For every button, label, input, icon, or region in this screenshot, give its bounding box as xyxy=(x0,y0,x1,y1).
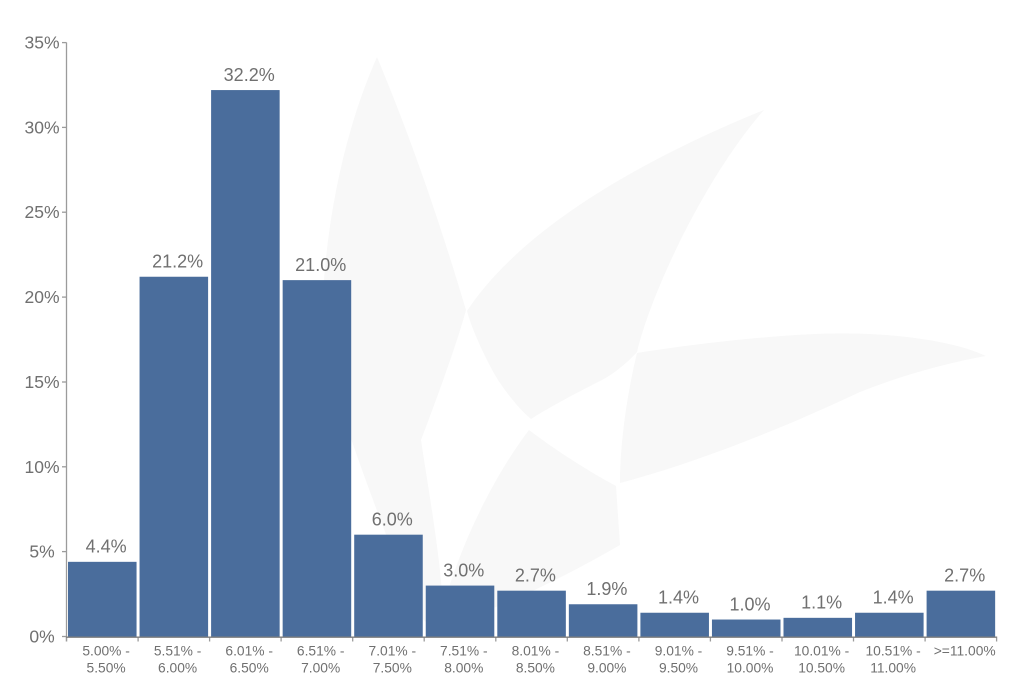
svg-text:1.0%: 1.0% xyxy=(729,594,770,614)
svg-text:8.50%: 8.50% xyxy=(516,661,555,676)
svg-text:21.0%: 21.0% xyxy=(295,255,346,275)
svg-text:9.51% -: 9.51% - xyxy=(726,644,774,659)
svg-text:5%: 5% xyxy=(29,542,54,562)
svg-text:3.0%: 3.0% xyxy=(443,560,484,580)
svg-text:10.50%: 10.50% xyxy=(798,661,845,676)
svg-text:5.51% -: 5.51% - xyxy=(154,644,202,659)
svg-text:8.01% -: 8.01% - xyxy=(512,644,560,659)
svg-text:30%: 30% xyxy=(24,117,59,137)
svg-text:2.7%: 2.7% xyxy=(515,566,556,586)
svg-text:32.2%: 32.2% xyxy=(224,65,275,85)
svg-text:7.01% -: 7.01% - xyxy=(369,644,417,659)
svg-text:6.0%: 6.0% xyxy=(372,510,413,530)
svg-text:9.01% -: 9.01% - xyxy=(655,644,703,659)
svg-text:1.9%: 1.9% xyxy=(586,579,627,599)
svg-text:1.4%: 1.4% xyxy=(658,588,699,608)
svg-text:7.50%: 7.50% xyxy=(373,661,412,676)
svg-text:5.00% -: 5.00% - xyxy=(82,644,130,659)
svg-text:5.50%: 5.50% xyxy=(87,661,126,676)
svg-text:9.50%: 9.50% xyxy=(659,661,698,676)
svg-text:7.00%: 7.00% xyxy=(301,661,340,676)
svg-text:6.01% -: 6.01% - xyxy=(225,644,273,659)
svg-text:10.51% -: 10.51% - xyxy=(865,644,920,659)
svg-text:25%: 25% xyxy=(24,202,59,222)
svg-text:20%: 20% xyxy=(24,287,59,307)
svg-text:21.2%: 21.2% xyxy=(152,252,203,272)
svg-text:35%: 35% xyxy=(24,33,59,53)
svg-text:10%: 10% xyxy=(24,457,59,477)
svg-text:1.1%: 1.1% xyxy=(801,593,842,613)
svg-text:11.00%: 11.00% xyxy=(870,661,916,676)
svg-text:1.4%: 1.4% xyxy=(873,588,914,608)
svg-text:7.51% -: 7.51% - xyxy=(440,644,488,659)
svg-text:>=11.00%: >=11.00% xyxy=(934,644,996,659)
svg-text:10.01% -: 10.01% - xyxy=(794,644,849,659)
svg-text:2.7%: 2.7% xyxy=(944,566,985,586)
svg-text:6.50%: 6.50% xyxy=(230,661,269,676)
svg-text:6.00%: 6.00% xyxy=(158,661,197,676)
svg-text:9.00%: 9.00% xyxy=(587,661,626,676)
svg-text:10.00%: 10.00% xyxy=(727,661,774,676)
svg-text:8.00%: 8.00% xyxy=(444,661,483,676)
svg-text:4.4%: 4.4% xyxy=(86,537,127,557)
svg-text:15%: 15% xyxy=(24,372,59,392)
svg-text:6.51% -: 6.51% - xyxy=(297,644,345,659)
svg-text:8.51% -: 8.51% - xyxy=(583,644,631,659)
svg-text:0%: 0% xyxy=(29,627,54,647)
